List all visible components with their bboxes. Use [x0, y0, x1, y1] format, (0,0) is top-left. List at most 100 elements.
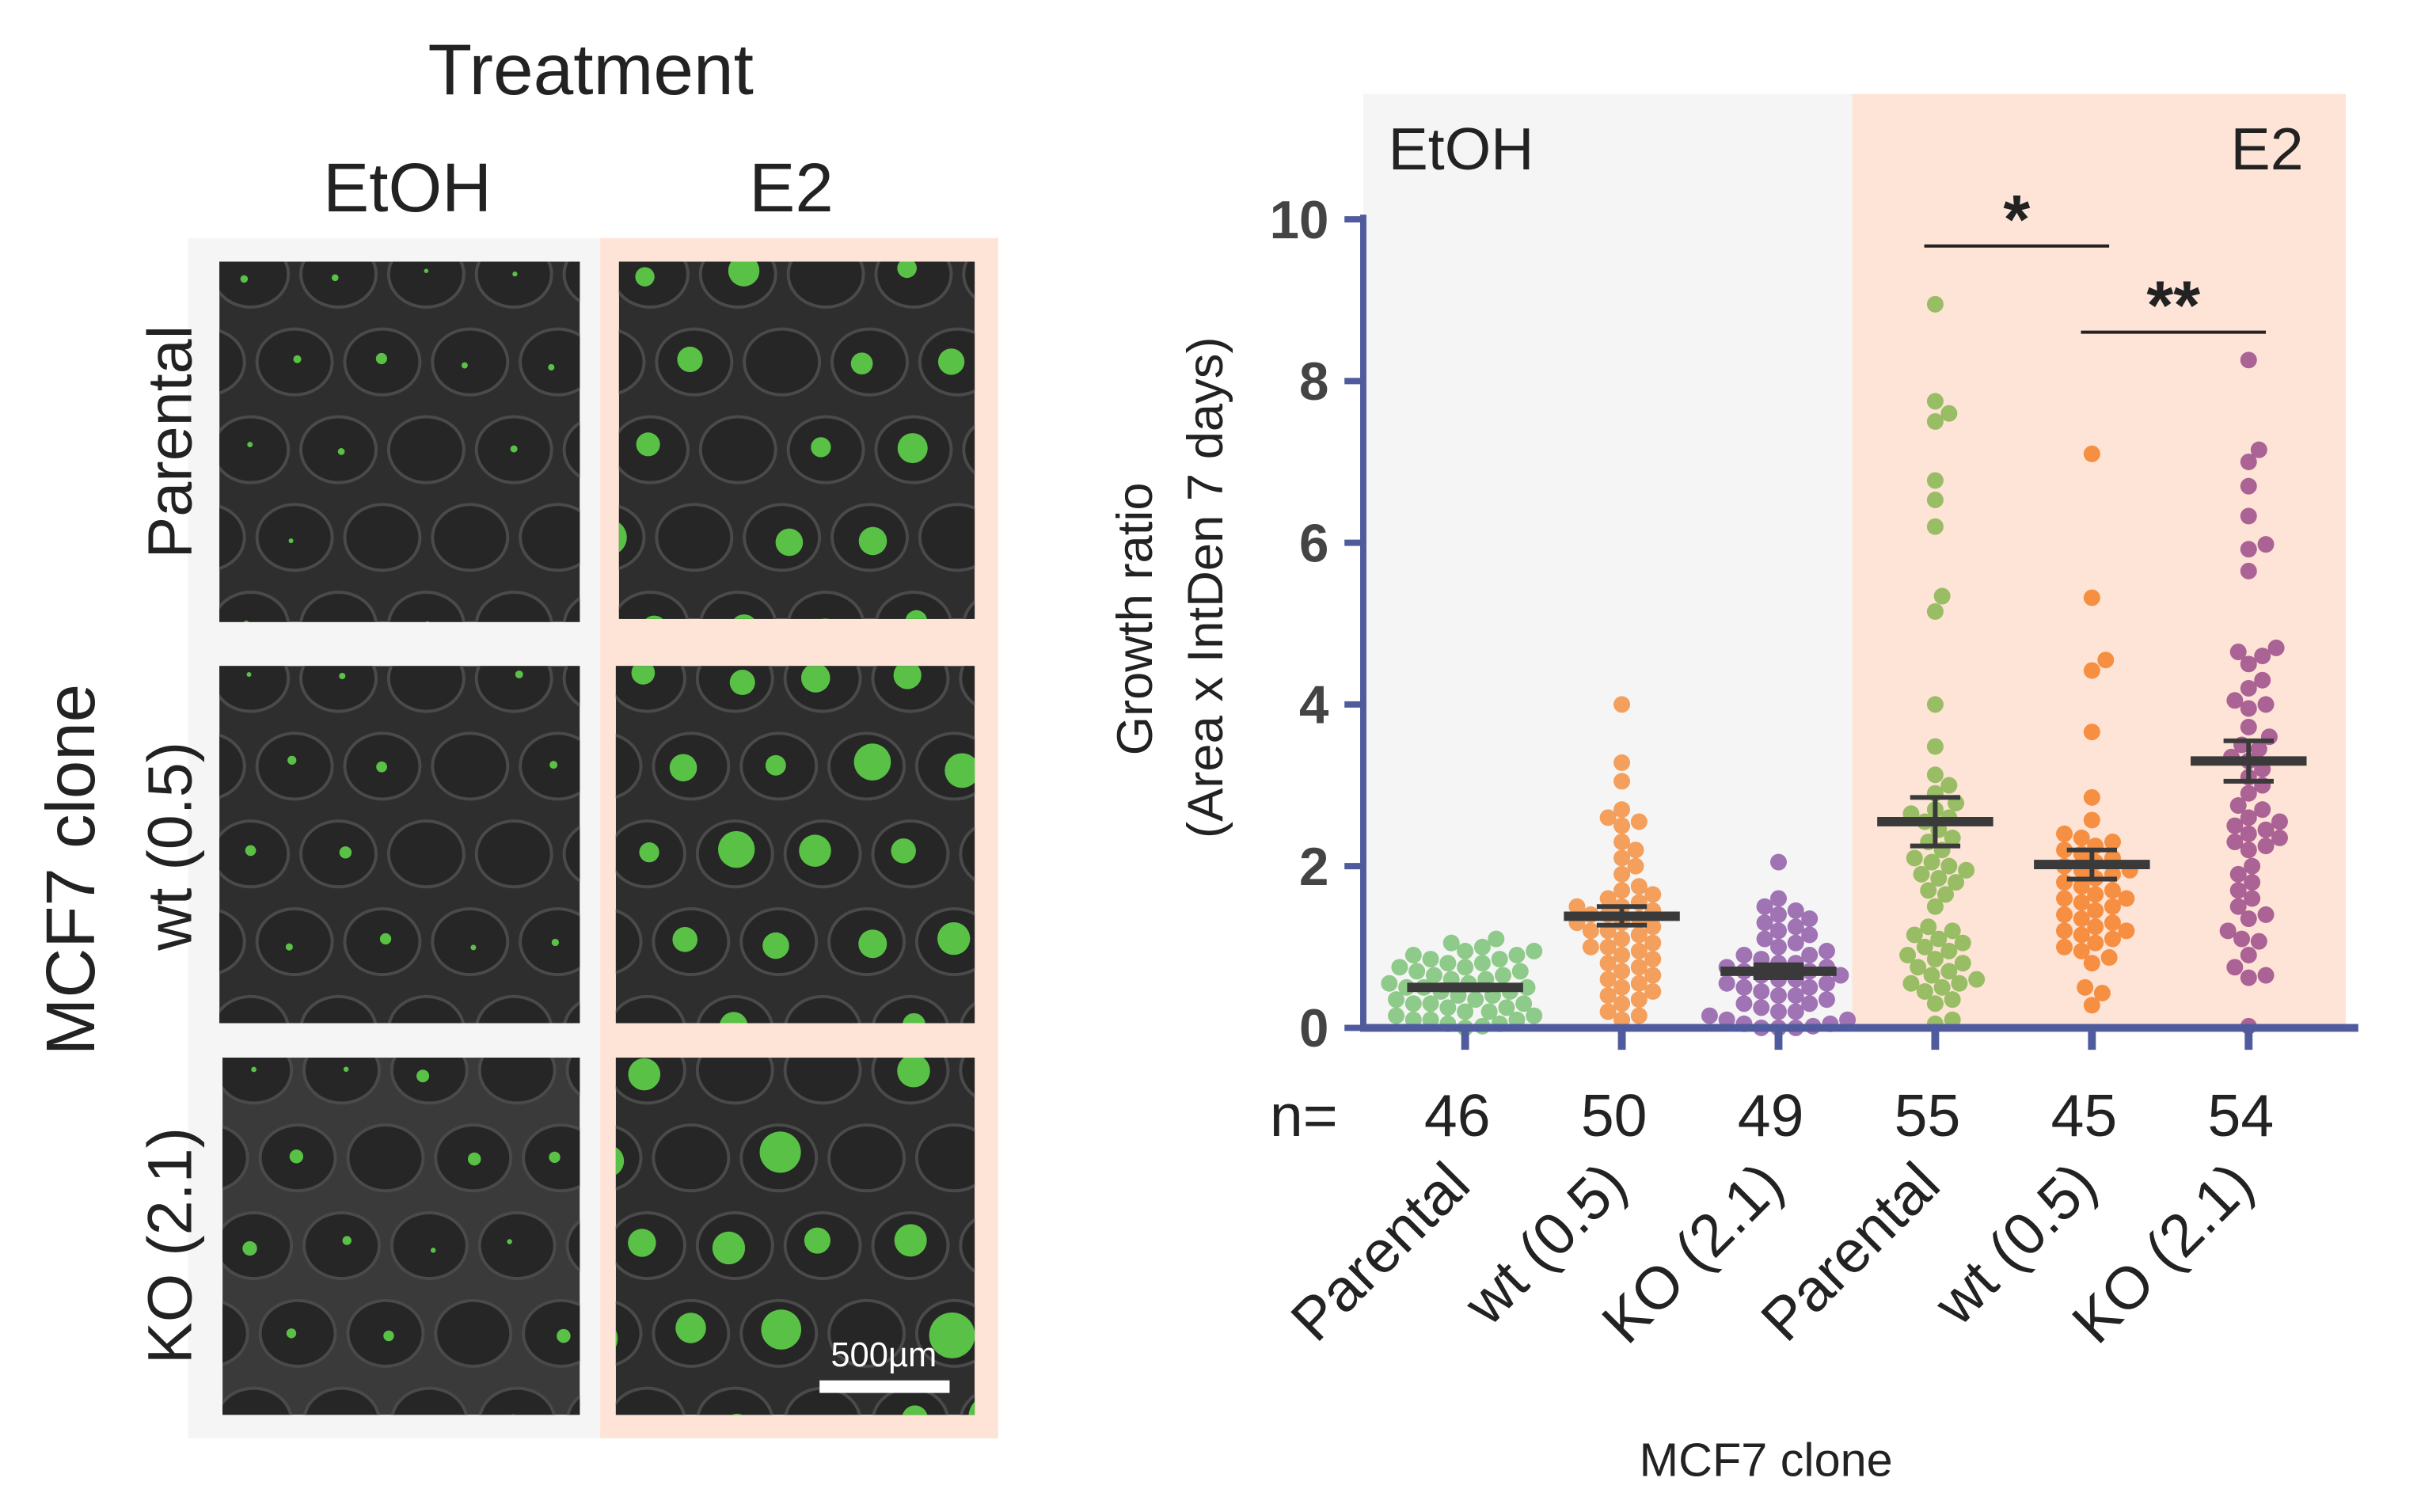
spheroid: [557, 1328, 571, 1343]
data-point: [2226, 692, 2244, 709]
microwell: [222, 1125, 249, 1191]
data-point: [1613, 849, 1631, 867]
spheroid: [507, 1239, 512, 1244]
y-axis-label-line1: Growth ratio: [1108, 482, 1163, 755]
spheroid: [461, 362, 468, 369]
microwell: [474, 261, 553, 309]
data-point: [1906, 849, 1923, 867]
microwell: [519, 907, 580, 977]
microwell: [615, 1125, 643, 1191]
data-point: [1769, 890, 1787, 907]
microwell: [219, 591, 290, 622]
data-point: [2254, 671, 2271, 689]
data-point: [1944, 991, 1961, 1009]
data-point: [2229, 797, 2247, 815]
data-point: [2073, 926, 2090, 944]
data-point: [1940, 942, 1958, 959]
spheroid: [383, 1330, 394, 1342]
data-point: [1923, 853, 1940, 871]
microwell: [562, 666, 580, 708]
spheroid: [902, 1405, 928, 1415]
data-point: [1926, 492, 1944, 508]
data-point: [2073, 878, 2090, 895]
microwell: [562, 261, 580, 303]
spheroid: [375, 352, 387, 365]
data-point: [2257, 536, 2275, 553]
data-point: [1404, 995, 1422, 1012]
microwell: [219, 733, 246, 800]
data-point: [1473, 955, 1491, 972]
data-point: [1630, 959, 1648, 976]
data-point: [1933, 587, 1951, 605]
spheroid: [286, 1328, 297, 1339]
data-point: [1422, 951, 1439, 968]
microwell: [963, 599, 975, 619]
spheroid: [470, 944, 477, 951]
spheroid: [822, 618, 829, 619]
microwell: [222, 1058, 294, 1105]
microwell: [615, 1386, 686, 1415]
data-point: [1787, 918, 1804, 936]
data-point: [2240, 562, 2257, 579]
data-point: [1473, 938, 1491, 955]
data-point: [2257, 838, 2275, 855]
y-tick-label: 10: [1270, 191, 1329, 250]
data-point: [1613, 946, 1631, 963]
data-point: [1769, 906, 1787, 923]
spheroid: [1023, 1138, 1058, 1174]
spheroid: [636, 432, 660, 457]
microwell: [615, 909, 643, 974]
scale-bar-label: 500µm: [830, 1336, 937, 1374]
data-point: [1425, 967, 1442, 984]
spheroid: [645, 615, 663, 619]
data-point: [1627, 857, 1644, 875]
microwell: [299, 591, 378, 622]
data-point: [1769, 938, 1787, 955]
microwell: [615, 1301, 643, 1366]
spheroid: [551, 938, 559, 947]
data-point: [2229, 882, 2247, 899]
microwell: [562, 596, 580, 622]
spheroid: [615, 1330, 618, 1347]
micrograph-image: [618, 261, 1066, 619]
data-point: [1801, 910, 1819, 928]
microwell: [874, 261, 953, 309]
data-point: [1613, 882, 1631, 899]
y-axis-label-line2: (Area x IntDen 7 days): [1178, 336, 1233, 838]
spheroid: [631, 666, 656, 685]
column-label-e2: E2: [749, 150, 834, 226]
spheroid: [424, 268, 429, 273]
n-value: 49: [1738, 1082, 1804, 1149]
data-point: [1787, 934, 1804, 952]
data-point: [1613, 696, 1631, 713]
data-point: [1801, 995, 1819, 1012]
data-point: [1630, 1007, 1648, 1024]
significance-label: **: [2146, 268, 2200, 344]
data-point: [2118, 922, 2135, 940]
spheroid: [897, 433, 928, 464]
data-point: [2240, 454, 2257, 470]
data-point: [1948, 874, 1965, 891]
spheroid: [1028, 522, 1066, 560]
data-point: [1442, 934, 1460, 952]
data-point: [1467, 991, 1484, 1009]
data-point: [1926, 393, 1944, 410]
spheroid: [245, 845, 257, 857]
microwell: [959, 826, 975, 882]
data-point: [2104, 882, 2121, 899]
data-point: [1391, 959, 1408, 976]
data-point: [1488, 930, 1505, 948]
spheroid: [243, 620, 249, 622]
spheroid: [635, 267, 655, 287]
data-point: [1944, 1011, 1961, 1028]
chart: EtOH E2 Growth ratio (Area x IntDen 7 da…: [1108, 93, 2358, 1486]
y-tick-label: 8: [1299, 352, 1328, 412]
microwell: [302, 1386, 381, 1415]
data-point: [2056, 906, 2073, 923]
spheroid: [287, 755, 297, 765]
data-point: [1480, 1003, 1498, 1020]
row-label-parental: Parental: [134, 325, 204, 559]
microwell: [258, 1298, 337, 1368]
data-point: [2229, 644, 2247, 660]
spheroid: [511, 1414, 515, 1415]
